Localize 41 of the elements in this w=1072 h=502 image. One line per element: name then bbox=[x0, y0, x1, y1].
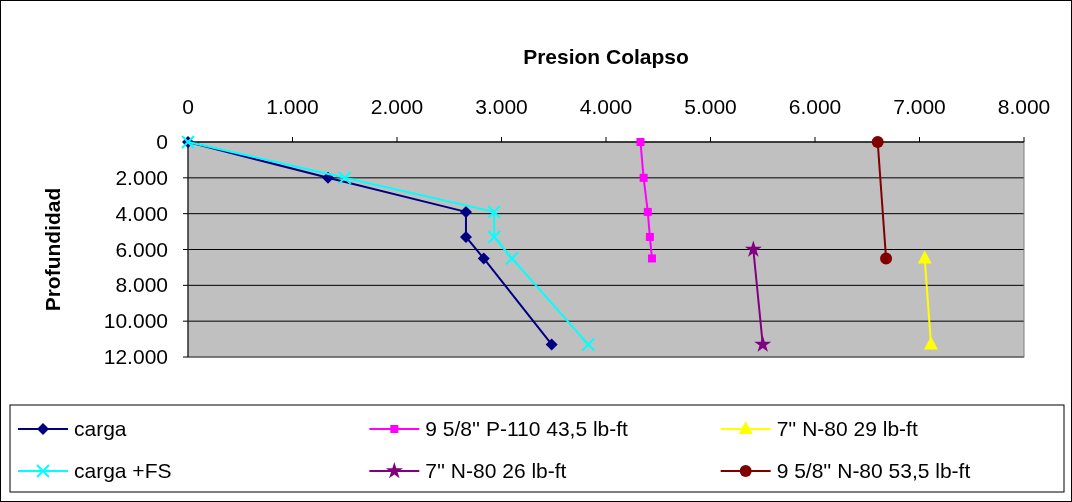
x-tick-label: 1.000 bbox=[266, 95, 319, 118]
point bbox=[487, 229, 502, 244]
legend-label: 9 5/8'' P-110 43,5 lb-ft bbox=[425, 417, 629, 440]
legend-label: 9 5/8'' N-80 53,5 lb-ft bbox=[776, 459, 971, 482]
x-tick-label: 2.000 bbox=[370, 95, 424, 118]
point bbox=[880, 252, 893, 265]
point bbox=[581, 337, 596, 352]
point bbox=[545, 338, 558, 351]
point bbox=[459, 205, 472, 218]
y-tick-label: 0 bbox=[156, 130, 168, 153]
point bbox=[871, 136, 884, 148]
y-tick-label: 8.000 bbox=[115, 273, 168, 297]
point bbox=[643, 207, 652, 216]
legend-label: carga bbox=[74, 417, 127, 440]
x-tick-label: 8.000 bbox=[997, 95, 1051, 118]
x-tick-label: 6.000 bbox=[788, 95, 842, 118]
point bbox=[337, 170, 352, 185]
y-tick-label: 10.000 bbox=[103, 309, 168, 333]
y-tick-label: 12.000 bbox=[103, 345, 168, 368]
y-tick-label: 4.000 bbox=[115, 201, 168, 225]
point bbox=[639, 173, 648, 182]
x-tick-label: 0 bbox=[182, 95, 194, 118]
point bbox=[754, 335, 772, 352]
point bbox=[744, 240, 762, 257]
legend-label: 7'' N-80 29 lb-ft bbox=[776, 417, 918, 440]
x-tick-label: 4.000 bbox=[579, 95, 633, 118]
y-tick-label: 2.000 bbox=[115, 165, 168, 189]
point bbox=[504, 251, 519, 266]
legend-label: carga +FS bbox=[74, 459, 172, 482]
legend-label: 7'' N-80 26 lb-ft bbox=[425, 459, 567, 482]
chart-title: Presion Colapso bbox=[523, 45, 689, 68]
point bbox=[636, 138, 645, 146]
x-tick-label: 5.000 bbox=[684, 95, 737, 118]
y-axis-title: Profundidad bbox=[41, 187, 64, 312]
y-tick-label: 6.000 bbox=[115, 237, 168, 261]
point bbox=[477, 252, 490, 265]
point bbox=[647, 254, 656, 263]
point bbox=[487, 204, 502, 219]
x-tick-label: 7.000 bbox=[893, 95, 946, 118]
point bbox=[645, 232, 654, 241]
x-tick-label: 3.000 bbox=[475, 95, 528, 118]
